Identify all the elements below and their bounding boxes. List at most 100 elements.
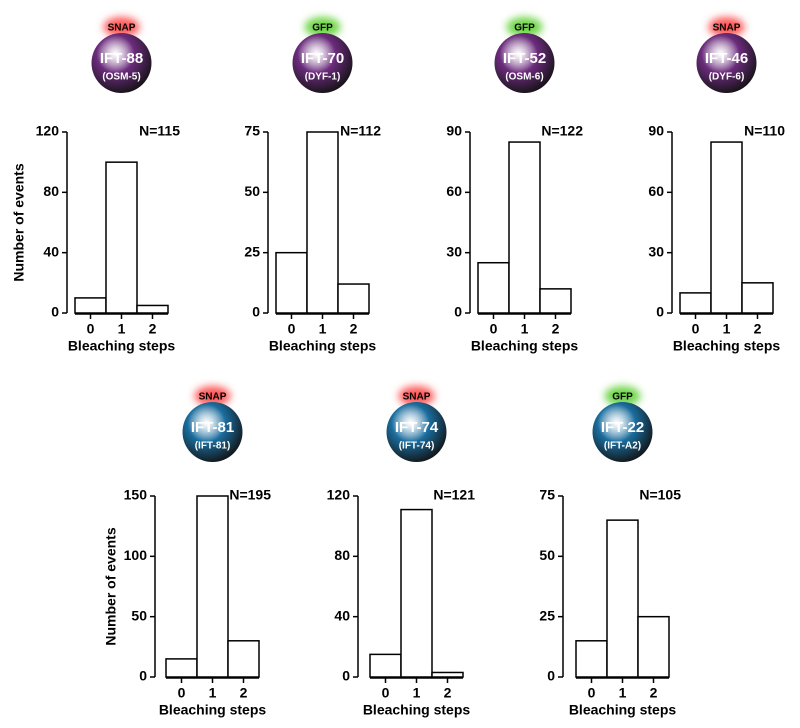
x-axis-label: Bleaching steps	[673, 338, 781, 354]
x-axis-label: Bleaching steps	[269, 338, 377, 354]
x-tick-label: 1	[619, 685, 627, 701]
tag-label: SNAP	[108, 23, 136, 34]
x-tick-label: 0	[588, 685, 596, 701]
x-tick-label: 2	[149, 321, 157, 337]
y-tick-label: 50	[244, 183, 260, 199]
y-tick-label: 25	[244, 243, 260, 259]
x-axis-label: Bleaching steps	[68, 338, 176, 354]
y-tick-label: 0	[51, 304, 59, 320]
bar	[196, 495, 229, 678]
bar	[74, 297, 107, 314]
y-tick-label: 60	[446, 183, 462, 199]
tag-label: SNAP	[199, 392, 227, 403]
x-tick-label: 0	[87, 321, 95, 337]
y-tick-label: 30	[446, 243, 462, 259]
n-annotation: N=110	[744, 123, 785, 139]
tag-label: GFP	[312, 23, 333, 34]
bar	[105, 161, 138, 314]
bar	[306, 131, 339, 314]
y-tick-label: 150	[124, 487, 148, 503]
bar	[539, 288, 572, 314]
x-tick-label: 2	[444, 685, 452, 701]
y-tick-label: 75	[244, 123, 260, 139]
bar	[508, 141, 541, 314]
y-tick-label: 0	[252, 304, 260, 320]
y-tick-label: 100	[124, 547, 148, 563]
tag-label: GFP	[514, 23, 535, 34]
tag-glow	[506, 17, 543, 37]
bar	[606, 519, 639, 678]
n-annotation: N=121	[433, 487, 475, 503]
n-annotation: N=195	[229, 487, 271, 503]
x-tick-label: 2	[350, 321, 358, 337]
x-tick-label: 0	[692, 321, 700, 337]
protein-name: IFT-74	[395, 419, 439, 436]
protein-name: IFT-81	[191, 419, 234, 436]
protein-alias: (IFT-A2)	[604, 441, 641, 452]
y-tick-label: 25	[539, 607, 555, 623]
protein-badge	[292, 33, 353, 93]
bar	[679, 292, 712, 314]
y-tick-label: 90	[648, 123, 664, 139]
protein-badge	[182, 402, 243, 462]
protein-name: IFT-52	[503, 50, 546, 67]
x-tick-label: 1	[209, 685, 217, 701]
x-tick-label: 2	[240, 685, 248, 701]
n-annotation: N=105	[639, 487, 681, 503]
x-tick-label: 0	[382, 685, 390, 701]
protein-badge	[386, 402, 447, 462]
y-tick-label: 0	[342, 668, 350, 684]
bar	[637, 615, 670, 678]
n-annotation: N=122	[541, 123, 583, 139]
y-axis-label: Number of events	[103, 527, 119, 645]
x-tick-label: 0	[288, 321, 296, 337]
x-tick-label: 1	[521, 321, 529, 337]
y-tick-label: 40	[43, 243, 59, 259]
x-axis-label: Bleaching steps	[363, 702, 471, 718]
bar	[575, 640, 608, 678]
protein-name: IFT-88	[100, 50, 143, 67]
bar	[136, 304, 169, 314]
protein-name: IFT-70	[301, 50, 344, 67]
n-annotation: N=112	[340, 123, 381, 139]
tag-glow	[604, 386, 641, 406]
protein-badge	[696, 33, 757, 93]
tag-glow	[304, 17, 341, 37]
y-axis-label: Number of events	[11, 163, 27, 281]
tag-label: SNAP	[713, 23, 741, 34]
n-annotation: N=115	[139, 123, 180, 139]
y-tick-label: 60	[648, 183, 664, 199]
y-tick-label: 50	[539, 547, 555, 563]
x-axis-label: Bleaching steps	[569, 702, 677, 718]
tag-glow	[194, 386, 231, 406]
protein-name: IFT-22	[601, 419, 644, 436]
x-axis-label: Bleaching steps	[159, 702, 267, 718]
y-tick-label: 75	[539, 487, 555, 503]
tag-glow	[398, 386, 435, 406]
protein-alias: (OSM-5)	[102, 72, 140, 83]
y-tick-label: 50	[131, 607, 147, 623]
bar	[165, 658, 198, 678]
bar	[369, 653, 402, 678]
x-axis-label: Bleaching steps	[471, 338, 579, 354]
protein-alias: (DYF-1)	[305, 72, 341, 83]
bar	[337, 283, 370, 314]
x-tick-label: 1	[118, 321, 126, 337]
protein-badge	[91, 33, 152, 93]
y-tick-label: 30	[648, 243, 664, 259]
y-tick-label: 120	[36, 123, 60, 139]
protein-name: IFT-46	[705, 50, 748, 67]
bar	[477, 261, 510, 314]
tag-label: GFP	[612, 392, 633, 403]
y-tick-label: 120	[327, 487, 351, 503]
protein-badge	[592, 402, 653, 462]
y-tick-label: 0	[139, 668, 147, 684]
protein-alias: (IFT-81)	[195, 441, 231, 452]
y-tick-label: 0	[547, 668, 555, 684]
bar	[275, 251, 308, 314]
bar	[400, 508, 433, 678]
x-tick-label: 1	[319, 321, 327, 337]
y-tick-label: 0	[454, 304, 462, 320]
x-tick-label: 0	[178, 685, 186, 701]
